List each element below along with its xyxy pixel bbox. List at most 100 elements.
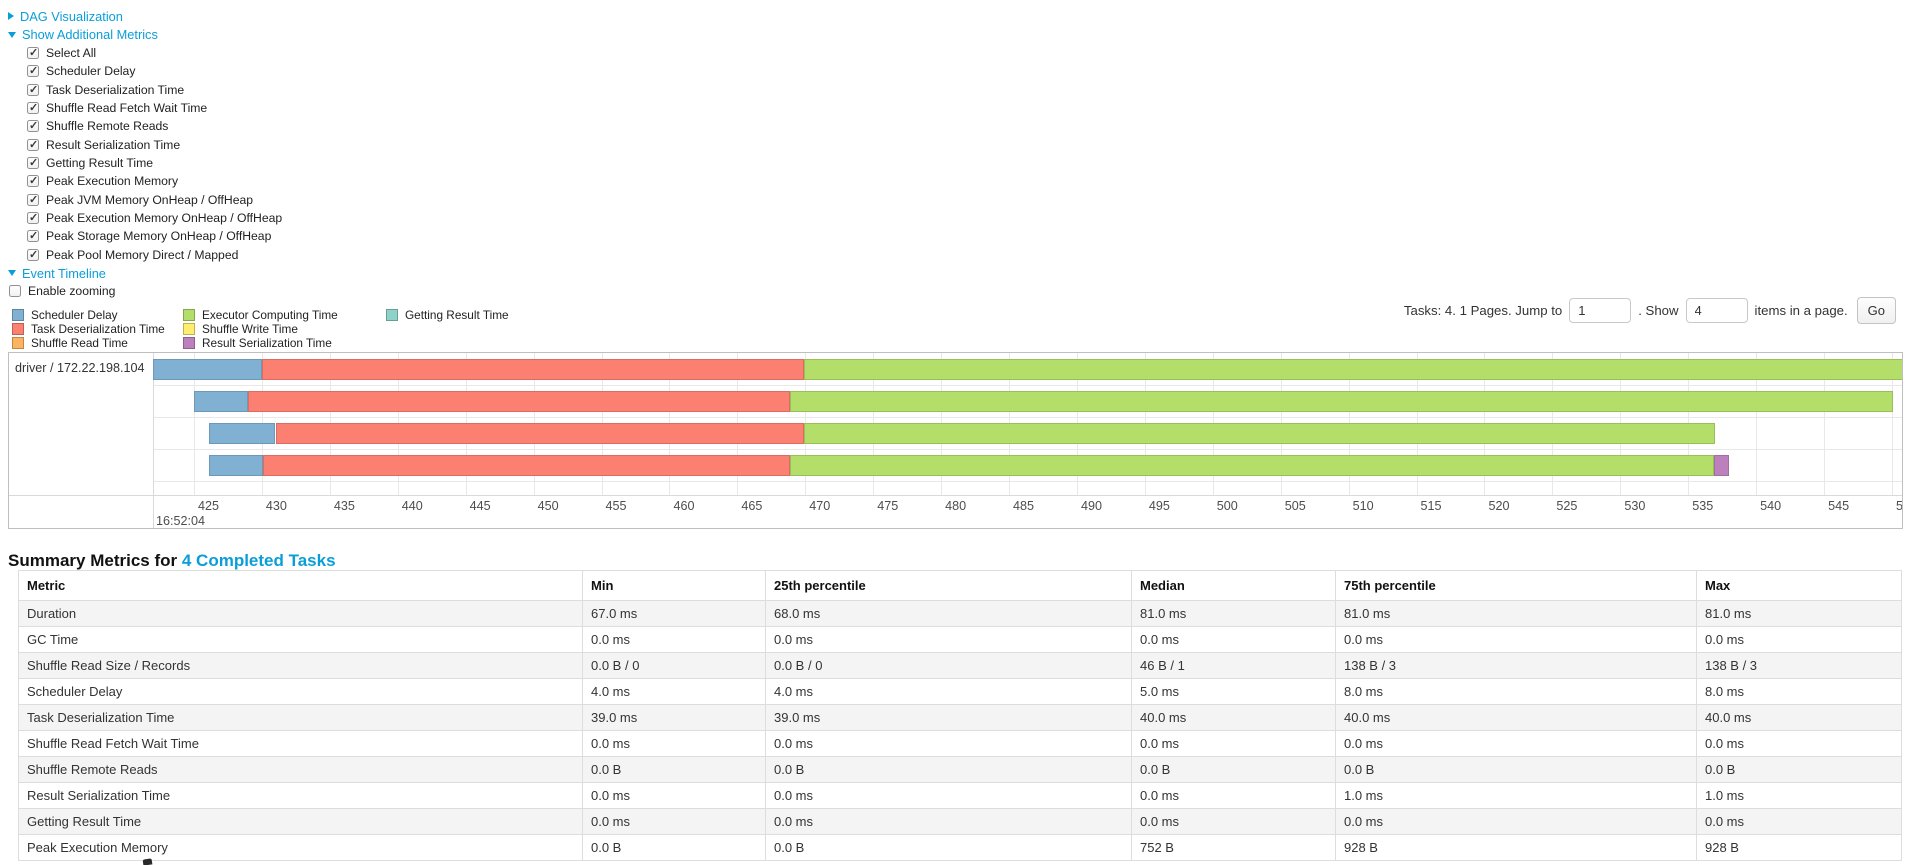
metric-name-cell: Result Serialization Time [18,782,583,809]
axis-tick-label: 505 [1284,499,1306,513]
metric-value-cell: 0.0 ms [1335,626,1697,653]
metric-checkbox-select-all[interactable] [27,46,39,59]
metric-value-cell: 0.0 ms [1131,808,1336,835]
legend-label: Scheduler Delay [31,308,118,322]
metric-value-cell: 752 B [1131,834,1336,861]
metric-checkbox-label: Shuffle Remote Reads [46,119,169,134]
task-bar-segment-executor_computing[interactable] [803,423,1716,444]
metric-value-cell: 0.0 B [1335,756,1697,783]
event-timeline-chart: driver / 172.22.198.104 425 430 435 440 445 4… [8,352,1903,529]
event-timeline-toggle[interactable]: Event Timeline [8,266,106,281]
executor-group-label: driver / 172.22.198.104 [15,361,145,375]
metric-value-cell: 0.0 ms [1131,782,1336,809]
metric-checkbox-getting-result-time[interactable] [27,156,39,169]
task-bar-segment-task_deserialization[interactable] [263,455,791,476]
metric-checkbox-row: Peak JVM Memory OnHeap / OffHeap [27,191,253,209]
metric-value-cell: 40.0 ms [1131,704,1336,731]
go-button[interactable]: Go [1856,296,1896,324]
legend-item-getting_result: Getting Result Time [386,308,509,322]
show-additional-metrics-toggle[interactable]: Show Additional Metrics [8,27,158,42]
dag-visualization-toggle[interactable]: DAG Visualization [8,9,123,24]
legend-swatch-shuffle_write [183,323,195,335]
axis-tick-label: 480 [945,499,967,513]
task-bar-segment-scheduler_delay[interactable] [208,423,276,444]
metric-value-cell: 0.0 ms [765,808,1132,835]
gridline [1824,353,1826,495]
metric-checkbox-label: Select All [46,45,97,60]
task-bar-segment-executor_computing[interactable] [790,455,1715,476]
legend-swatch-result_serialization [183,337,195,349]
metric-checkbox-row: Select All [27,44,96,62]
legend-item-executor_computing: Executor Computing Time [183,308,338,322]
metric-checkbox-label: Peak Execution Memory OnHeap / OffHeap [46,211,283,226]
legend-label: Getting Result Time [405,308,509,322]
task-bar-segment-task_deserialization[interactable] [248,391,791,412]
dag-visualization-label: DAG Visualization [20,8,123,24]
table-header-row: Metric Min 25th percentile Median 75th perce… [18,570,1902,601]
metric-value-cell: 928 B [1335,834,1697,861]
metric-checkbox-task-deserialization-time[interactable] [27,83,39,96]
metric-value-cell: 138 B / 3 [1335,652,1697,679]
task-bar-segment-result_serialization[interactable] [1714,455,1729,476]
metric-value-cell: 0.0 ms [1131,730,1336,757]
metric-checkbox-label: Shuffle Read Fetch Wait Time [46,100,208,115]
metric-value-cell: 81.0 ms [1131,600,1336,627]
metric-name-cell: Shuffle Read Fetch Wait Time [18,730,583,757]
metric-checkbox-peak-pool-memory-direct-mapped[interactable] [27,248,39,261]
axis-line [9,495,1902,496]
metric-value-cell: 0.0 ms [582,626,766,653]
metric-checkbox-peak-execution-memory[interactable] [27,174,39,188]
gridline [1756,353,1758,495]
metric-checkbox-shuffle-remote-reads[interactable] [27,119,39,133]
metric-value-cell: 0.0 B [1696,756,1902,783]
table-row: Duration 67.0 ms 68.0 ms 81.0 ms 81.0 ms 81.0… [18,600,1902,627]
table-column-header: 25th percentile [765,570,1132,601]
task-bar-segment-scheduler_delay[interactable] [153,359,262,380]
axis-tick-label: 445 [469,499,491,513]
completed-tasks-link[interactable]: 4 Completed Tasks [181,551,336,570]
gridline [194,353,195,495]
axis-tick-label: 525 [1556,499,1578,513]
metric-value-cell: 46 B / 1 [1131,652,1336,679]
table-row: Scheduler Delay 4.0 ms 4.0 ms 5.0 ms 8.0 ms 8… [18,678,1902,705]
gridline [1892,353,1893,495]
metric-checkbox-shuffle-read-fetch-wait-time[interactable] [27,101,39,114]
metric-value-cell: 138 B / 3 [1696,652,1902,679]
legend-swatch-executor_computing [183,309,195,321]
metric-checkbox-peak-storage-memory-onheap-offheap[interactable] [27,229,39,243]
metric-checkbox-result-serialization-time[interactable] [27,138,39,151]
task-bar-segment-scheduler_delay[interactable] [194,391,249,412]
legend-item-shuffle_write: Shuffle Write Time [183,322,298,336]
metric-value-cell: 0.0 B [765,834,1132,861]
axis-tick-label: 520 [1488,499,1510,513]
metric-checkbox-row: Peak Execution Memory OnHeap / OffHeap [27,209,282,227]
table-row: GC Time 0.0 ms 0.0 ms 0.0 ms 0.0 ms 0.0 ms [18,626,1902,653]
metric-checkbox-row: Scheduler Delay [27,62,135,80]
axis-tick-label: 425 [198,499,220,513]
paginator-mid-text: . Show [1638,302,1679,318]
enable-zooming-label: Enable zooming [28,284,116,299]
items-per-page-input[interactable] [1685,297,1748,323]
task-bar-segment-task_deserialization[interactable] [261,359,804,380]
metric-checkbox-label: Peak Pool Memory Direct / Mapped [46,247,239,262]
task-bar-segment-executor_computing[interactable] [790,391,1894,412]
axis-tick-label: 455 [605,499,627,513]
metric-value-cell: 68.0 ms [765,600,1132,627]
enable-zooming-checkbox[interactable] [9,285,21,298]
table-column-header: 75th percentile [1335,570,1697,601]
metric-checkbox-scheduler-delay[interactable] [27,64,39,78]
chevron-down-icon [8,270,16,277]
task-paginator: Tasks: 4. 1 Pages. Jump to . Show items … [1404,294,1896,326]
metric-checkbox-peak-jvm-memory-onheap-offheap[interactable] [27,193,39,206]
metric-checkbox-peak-execution-memory-onheap-offheap[interactable] [27,211,39,225]
legend-item-scheduler_delay: Scheduler Delay [12,308,118,322]
task-bar-segment-scheduler_delay[interactable] [208,455,264,476]
jump-to-page-input[interactable] [1569,297,1632,323]
axis-tick-label: 545 [1828,499,1850,513]
legend-item-task_deserialization: Task Deserialization Time [12,322,165,336]
metric-value-cell: 0.0 ms [1131,626,1336,653]
metric-checkbox-row: Peak Pool Memory Direct / Mapped [27,246,238,264]
metric-name-cell: Shuffle Remote Reads [18,756,583,783]
task-bar-segment-executor_computing[interactable] [803,359,1902,380]
task-bar-segment-task_deserialization[interactable] [275,423,804,444]
